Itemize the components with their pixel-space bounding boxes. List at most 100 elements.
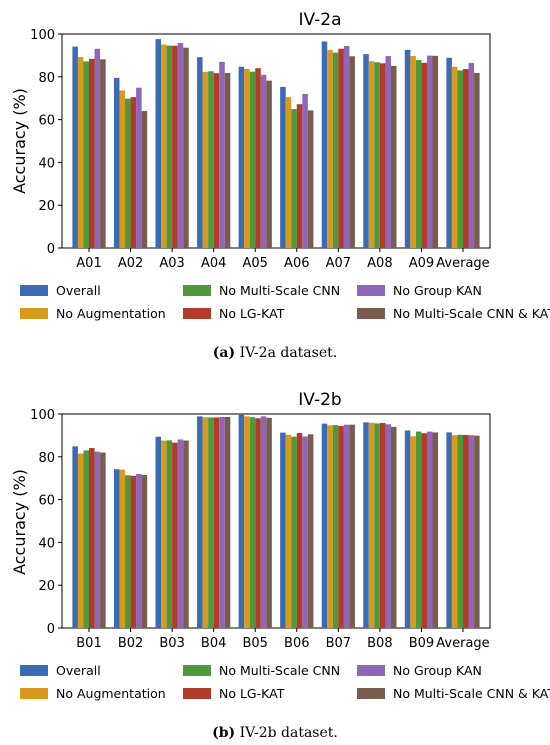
y-axis-label: Accuracy (%) bbox=[10, 469, 29, 575]
bar-a03-4 bbox=[177, 42, 184, 248]
bar-average-5 bbox=[474, 72, 480, 248]
chart-title: IV-2a bbox=[298, 10, 341, 30]
x-tick-label: A09 bbox=[409, 256, 434, 271]
bar-b03-5 bbox=[183, 440, 189, 628]
bar-b02-3 bbox=[130, 475, 137, 628]
legend-swatch bbox=[183, 665, 211, 676]
bar-a05-2 bbox=[249, 71, 256, 248]
bar-a01-1 bbox=[77, 57, 84, 248]
bar-a08-3 bbox=[379, 63, 386, 249]
bar-average-3 bbox=[462, 434, 469, 628]
x-tick-label: A08 bbox=[367, 256, 392, 271]
bar-b08-1 bbox=[368, 422, 375, 628]
legend: Overall No Augmentation No Multi-Scale CNN… bbox=[20, 663, 550, 701]
bar-b07-1 bbox=[327, 425, 333, 628]
bar-b05-0 bbox=[238, 414, 245, 628]
bar-a05-0 bbox=[238, 66, 245, 248]
bar-a04-4 bbox=[219, 61, 225, 248]
bar-a05-3 bbox=[255, 68, 261, 249]
bar-average-4 bbox=[468, 435, 475, 628]
bar-b08-0 bbox=[363, 422, 369, 628]
bar-average-4 bbox=[468, 62, 475, 248]
bar-a05-1 bbox=[244, 68, 250, 249]
bar-b01-1 bbox=[77, 453, 84, 628]
bar-a06-4 bbox=[302, 93, 308, 248]
bar-b02-5 bbox=[141, 474, 148, 628]
bar-a02-3 bbox=[130, 97, 137, 248]
legend-swatch bbox=[357, 688, 385, 699]
x-tick-label: Average bbox=[436, 256, 489, 271]
bar-b09-3 bbox=[421, 433, 427, 628]
y-tick-label: 60 bbox=[38, 494, 55, 509]
bar-a04-2 bbox=[208, 71, 214, 249]
bar-a02-5 bbox=[141, 111, 148, 248]
bar-b04-5 bbox=[224, 416, 231, 628]
bar-average-3 bbox=[462, 69, 469, 248]
bar-b06-4 bbox=[302, 436, 308, 628]
bar-a08-0 bbox=[363, 54, 369, 249]
bar-average-0 bbox=[446, 57, 452, 249]
bar-a01-4 bbox=[94, 48, 101, 249]
x-tick-label: B04 bbox=[201, 636, 226, 651]
legend-label: No Augmentation bbox=[56, 306, 166, 321]
bar-b05-1 bbox=[244, 416, 250, 628]
bar-a09-4 bbox=[426, 55, 433, 248]
y-tick-label: 100 bbox=[30, 408, 55, 423]
bar-a01-5 bbox=[100, 59, 106, 248]
y-tick-label: 80 bbox=[38, 451, 55, 466]
bar-b03-1 bbox=[161, 440, 167, 628]
bar-a09-2 bbox=[415, 60, 422, 248]
bar-b05-4 bbox=[260, 416, 267, 628]
chart-title: IV-2b bbox=[298, 390, 341, 410]
bar-b08-2 bbox=[374, 423, 380, 628]
y-tick-label: 0 bbox=[47, 622, 55, 637]
bar-average-1 bbox=[451, 435, 458, 628]
chart-panel-iv2b: IV-2b Accuracy (%) 0 20 40 60 80 100 B01 B02 B03… bbox=[10, 390, 550, 741]
bar-a05-4 bbox=[260, 74, 267, 249]
bar-a06-2 bbox=[291, 109, 297, 248]
bar-b04-2 bbox=[208, 417, 214, 628]
bar-b07-3 bbox=[338, 425, 344, 628]
legend-swatch bbox=[183, 308, 211, 319]
legend-swatch bbox=[357, 665, 385, 676]
bar-b04-3 bbox=[213, 417, 220, 628]
bar-b09-1 bbox=[410, 436, 416, 628]
legend-label: Overall bbox=[56, 663, 101, 678]
bar-a06-5 bbox=[307, 110, 314, 248]
axes-frame bbox=[61, 33, 491, 249]
legend-label: Overall bbox=[56, 283, 101, 298]
bar-b07-4 bbox=[343, 424, 350, 628]
bar-b06-5 bbox=[307, 434, 314, 628]
x-tick-label: B01 bbox=[76, 636, 101, 651]
x-tick-label: A04 bbox=[201, 256, 226, 271]
bar-b03-2 bbox=[166, 440, 173, 628]
legend-swatch bbox=[183, 688, 211, 699]
x-tick-label: B07 bbox=[326, 636, 351, 651]
bar-b07-5 bbox=[349, 424, 355, 628]
caption-text: IV-2a dataset. bbox=[235, 345, 337, 361]
bar-a07-5 bbox=[349, 56, 355, 249]
plot-area: 0 20 40 60 80 100 B01 B02 B03 B04 B05 B06 B07 B08 B09 A… bbox=[30, 408, 491, 651]
bar-a08-1 bbox=[368, 61, 375, 248]
y-tick-label: 100 bbox=[30, 28, 55, 43]
bar-a06-0 bbox=[280, 86, 286, 248]
legend-label: No Multi-Scale CNN bbox=[219, 663, 340, 678]
plot-area: 0 20 40 60 80 100 A01 A02 A03 A04 A05 A06 A07 A08 A09 A… bbox=[30, 28, 491, 271]
bar-a04-1 bbox=[202, 71, 209, 249]
bar-a03-1 bbox=[161, 44, 167, 249]
bar-a05-5 bbox=[266, 80, 272, 248]
bar-b01-2 bbox=[83, 450, 90, 628]
legend-label: No Augmentation bbox=[56, 686, 166, 701]
bar-a01-3 bbox=[89, 58, 95, 248]
legend-label: No Multi-Scale CNN & KAT bbox=[393, 306, 550, 321]
bar-b03-3 bbox=[172, 442, 178, 628]
bar-a09-1 bbox=[410, 56, 416, 249]
bar-b09-5 bbox=[432, 432, 439, 628]
y-tick-label: 20 bbox=[38, 579, 55, 594]
x-tick-label: A07 bbox=[326, 256, 351, 271]
x-tick-label: B03 bbox=[159, 636, 184, 651]
bar-b01-5 bbox=[100, 452, 106, 628]
legend-swatch bbox=[357, 285, 385, 296]
bar-b04-4 bbox=[219, 416, 225, 628]
bar-a08-5 bbox=[390, 65, 397, 248]
